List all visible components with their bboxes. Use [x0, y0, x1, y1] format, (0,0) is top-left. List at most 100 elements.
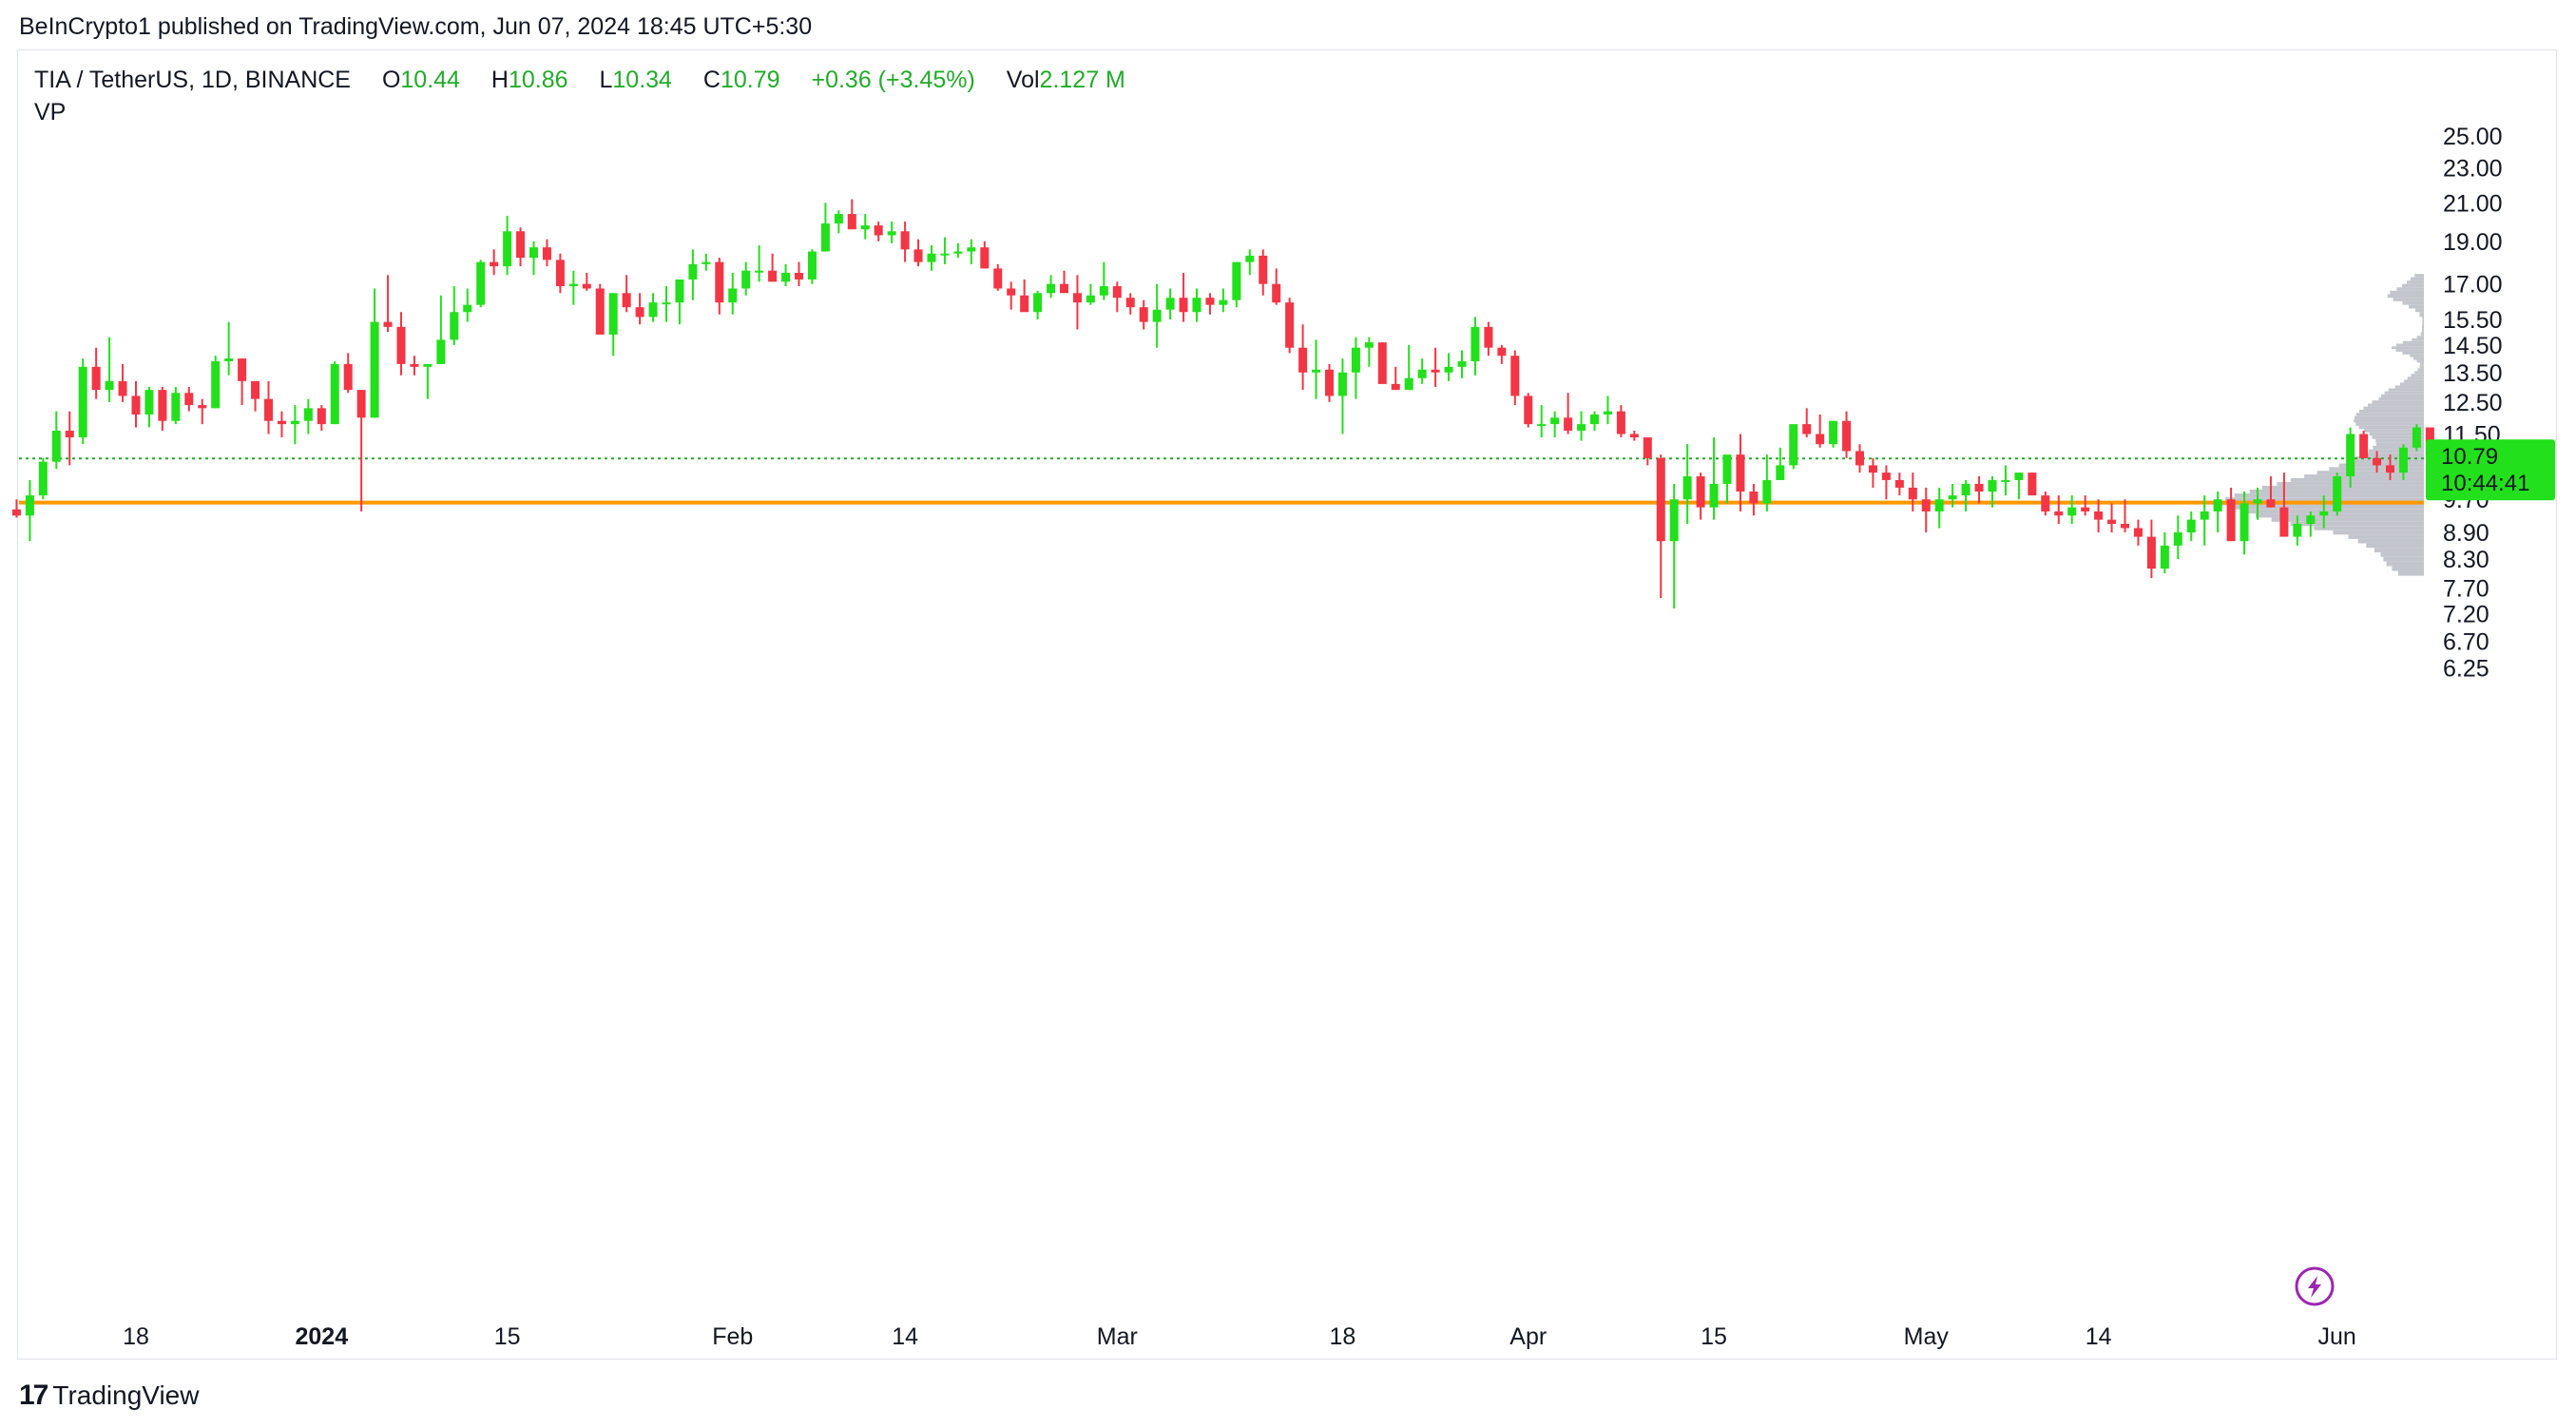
vp-row-11 [2290, 521, 2424, 527]
candle-body-116 [1550, 417, 1560, 425]
vp-row-77 [2387, 294, 2424, 299]
candle-body-45 [608, 293, 618, 335]
candle-body-46 [622, 293, 631, 308]
x-tick-label: 18 [123, 1323, 149, 1350]
vp-row-75 [2402, 300, 2424, 305]
candle-body-49 [662, 302, 671, 305]
candle-body-174 [2319, 511, 2329, 516]
candle-body-85 [1139, 307, 1148, 322]
vp-row-29 [2362, 453, 2424, 457]
candle-body-137 [1829, 420, 1838, 445]
vp-row-66 [2402, 340, 2424, 344]
lightning-icon[interactable] [2295, 1266, 2335, 1306]
candle-body-9 [131, 396, 141, 415]
last-price-badge-bg [2426, 439, 2555, 501]
candle-body-61 [820, 223, 830, 252]
countdown-value: 10:44:41 [2441, 471, 2529, 496]
chart-frame[interactable] [17, 49, 2557, 1360]
x-tick-label: Feb [712, 1323, 753, 1350]
candle-body-152 [2028, 473, 2037, 496]
candle-body-48 [648, 302, 658, 318]
candle-body-150 [2001, 479, 2010, 482]
change-value: +0.36 (+3.45%) [811, 67, 975, 93]
candle-body-64 [860, 225, 870, 230]
candle-body-139 [1855, 451, 1864, 466]
vp-row-74 [2409, 304, 2424, 309]
ohlc-legend[interactable]: TIA / TetherUS, 1D, BINANCE O10.44 H10.8… [34, 67, 1131, 94]
candle-body-166 [2213, 499, 2222, 511]
candle-body-50 [675, 279, 684, 303]
candle-body-103 [1377, 342, 1387, 384]
candle-body-59 [795, 272, 803, 280]
vp-row-57 [2419, 365, 2424, 369]
candle-body-112 [1497, 347, 1507, 357]
candle-body-68 [913, 249, 923, 262]
vp-row-53 [2407, 376, 2424, 380]
symbol-label[interactable]: TIA / TetherUS, 1D, BINANCE [34, 67, 351, 93]
vp-row-55 [2414, 371, 2424, 375]
candle-body-101 [1351, 347, 1360, 373]
candle-body-108 [1444, 366, 1453, 373]
candle-body-60 [807, 251, 817, 280]
candle-body-81 [1086, 295, 1095, 303]
vp-row-44 [2367, 403, 2424, 407]
tradingview-brand: TradingView [52, 1380, 200, 1410]
candle-body-44 [595, 288, 605, 335]
candle-body-159 [2121, 524, 2129, 529]
candle-body-32 [436, 339, 446, 364]
vp-row-67 [2412, 338, 2424, 341]
candle-body-72 [967, 247, 976, 252]
candle-body-75 [1007, 288, 1016, 296]
candle-body-2 [38, 461, 48, 496]
vp-row-63 [2395, 349, 2424, 352]
y-axis[interactable]: 25.00 23.00 21.00 19.00 17.00 15.5014.5013.50… [2443, 124, 2503, 683]
candle-body-12 [171, 393, 181, 421]
vp-row-47 [2380, 394, 2424, 398]
vp-row-81 [2406, 280, 2424, 284]
candle-body-79 [1060, 283, 1068, 294]
candle-body-88 [1179, 298, 1188, 313]
tradingview-footer[interactable]: 17 TradingView [19, 1380, 199, 1412]
candle-body-134 [1789, 424, 1798, 466]
candle-body-156 [2081, 507, 2090, 511]
vp-row-27 [2348, 459, 2424, 464]
candle-body-124 [1656, 457, 1665, 542]
vp-row-64 [2391, 346, 2424, 350]
vp-row-82 [2411, 277, 2424, 281]
vp-row-32 [2375, 442, 2424, 446]
x-axis[interactable]: 18 2024 15 Feb 14 Mar 18 Apr 15 May 14 Jun [123, 1323, 2356, 1350]
vp-row-3 [2383, 556, 2424, 562]
y-tick-label: 7.70 [2443, 575, 2489, 602]
x-tick-label: 15 [494, 1323, 521, 1350]
candle-body-176 [2346, 434, 2355, 477]
vp-row-14 [2240, 509, 2424, 514]
vp-row-10 [2314, 526, 2424, 531]
candle-body-15 [211, 360, 221, 409]
candle-body-148 [1974, 483, 1984, 492]
x-tick-label: 2024 [295, 1323, 348, 1350]
candle-body-147 [1961, 483, 1970, 496]
candle-body-14 [198, 405, 207, 409]
candle-body-167 [2226, 499, 2236, 542]
candle-body-158 [2107, 519, 2117, 525]
candle-body-107 [1431, 369, 1440, 373]
candle-body-54 [728, 288, 738, 303]
vp-indicator-label[interactable]: VP [34, 99, 67, 125]
candle-body-132 [1762, 479, 1772, 504]
candle-body-163 [2173, 532, 2182, 546]
vp-row-20 [2261, 485, 2424, 490]
vp-row-58 [2419, 362, 2424, 366]
vp-row-13 [2255, 513, 2424, 518]
vp-row-22 [2290, 477, 2424, 482]
candle-body-0 [11, 509, 21, 516]
candle-body-168 [2240, 503, 2249, 542]
candle-body-24 [330, 363, 339, 425]
candle-body-122 [1629, 434, 1639, 438]
candle-body-171 [2279, 507, 2289, 537]
vp-row-48 [2384, 391, 2424, 395]
high-value: 10.86 [508, 67, 568, 93]
candle-body-78 [1047, 283, 1056, 294]
vp-row-49 [2388, 388, 2424, 392]
candle-body-13 [184, 393, 194, 406]
